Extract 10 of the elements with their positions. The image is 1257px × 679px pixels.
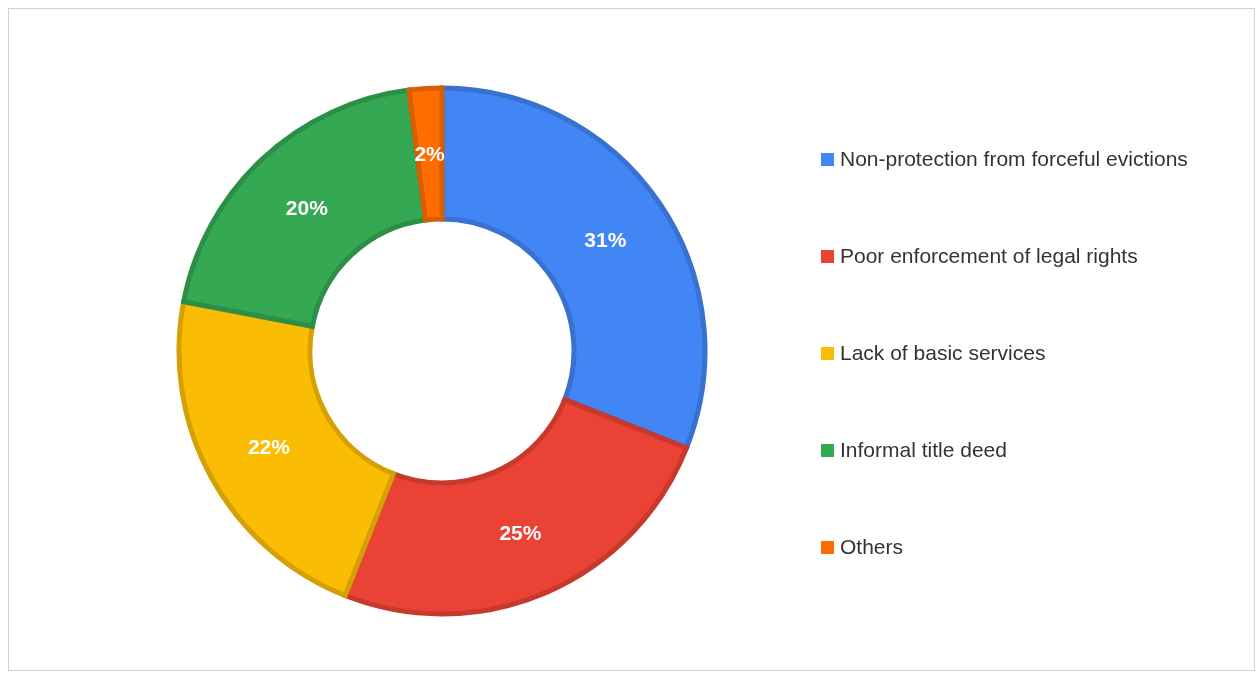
legend-label: Informal title deed — [840, 438, 1007, 462]
legend-label: Lack of basic services — [840, 341, 1046, 365]
data-label: 22% — [247, 434, 291, 458]
data-label: 31% — [584, 228, 627, 252]
data-label: 20% — [285, 195, 329, 219]
data-label: 25% — [499, 520, 542, 544]
legend-label: Poor enforcement of legal rights — [840, 244, 1138, 268]
legend-label: Others — [840, 535, 904, 559]
legend-label: Non-protection from forceful evictions — [840, 147, 1188, 171]
data-label: 2% — [414, 142, 446, 166]
